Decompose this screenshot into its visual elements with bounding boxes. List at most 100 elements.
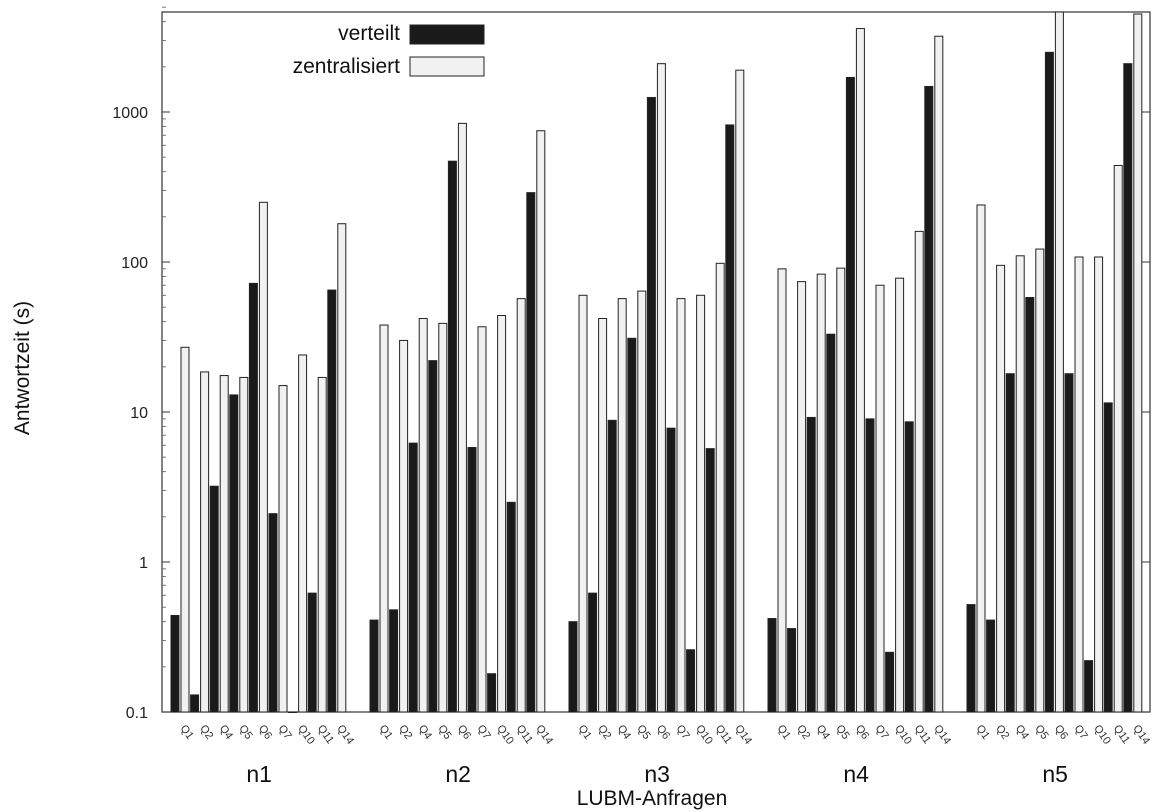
bar-n4-q10-zentralisiert <box>895 277 905 713</box>
y-tick-label: 1 <box>139 555 148 572</box>
bar-n1-q7-verteilt <box>268 513 278 713</box>
bar-n2-q4-verteilt <box>408 442 418 713</box>
bar-n1-q2-zentralisiert <box>200 371 210 713</box>
x-tick-label: Q4 <box>217 723 235 742</box>
bar-n5-q6-zentralisiert <box>1054 11 1064 713</box>
x-tick-label: Q7 <box>276 723 294 742</box>
bar-n4-q2-zentralisiert <box>797 281 807 713</box>
bar-n1-q11-verteilt <box>307 592 317 713</box>
x-tick-label: Q1 <box>775 723 793 742</box>
bar-n2-q14-verteilt <box>526 192 536 713</box>
bar-n4-q2-verteilt <box>787 628 797 713</box>
y-tick-label: 1000 <box>112 105 148 122</box>
bar-n4-q4-zentralisiert <box>816 273 826 713</box>
y-axis-title: Antwortzeit (s) <box>11 301 34 435</box>
bar-n3-q5-verteilt <box>627 337 637 713</box>
bar-n4-q14-verteilt <box>924 85 934 713</box>
bar-n4-q10-verteilt <box>885 651 895 713</box>
x-tick-label: Q2 <box>595 723 613 742</box>
x-tick-label: Q10 <box>892 723 914 747</box>
x-tick-label: Q4 <box>814 723 832 742</box>
legend-swatch-verteilt <box>409 24 485 45</box>
x-tick-label: Q2 <box>794 723 812 742</box>
x-tick-label: Q5 <box>833 723 851 742</box>
bar-n5-q2-zentralisiert <box>996 264 1006 713</box>
bar-n2-q2-verteilt <box>389 609 399 713</box>
bar-n2-q14-zentralisiert <box>536 130 546 713</box>
bar-n5-q1-zentralisiert <box>976 204 986 713</box>
bar-n1-q5-verteilt <box>229 394 239 713</box>
bars <box>170 11 1143 713</box>
x-tick-label: Q11 <box>912 723 933 746</box>
x-tick-label: Q11 <box>514 723 535 746</box>
bar-n5-q5-verteilt <box>1025 296 1035 713</box>
legend-label-verteilt: verteilt <box>338 22 400 45</box>
bar-n5-q5-zentralisiert <box>1035 248 1045 713</box>
bar-n2-q1-zentralisiert <box>379 324 389 713</box>
bar-n3-q7-zentralisiert <box>676 298 686 713</box>
bar-n1-q1-verteilt <box>170 614 180 713</box>
bar-n1-q7-zentralisiert <box>278 385 288 713</box>
bar-n3-q11-verteilt <box>705 448 715 713</box>
x-tick-label: Q11 <box>1111 723 1132 746</box>
bar-n5-q10-zentralisiert <box>1094 256 1104 713</box>
bar-n2-q4-zentralisiert <box>418 318 428 713</box>
bar-n4-q6-verteilt <box>845 76 855 713</box>
bar-n3-q1-zentralisiert <box>578 294 588 713</box>
bar-n2-q2-zentralisiert <box>399 339 409 713</box>
x-tick-label: Q14 <box>732 723 754 747</box>
bar-n5-q7-verteilt <box>1064 373 1074 713</box>
bar-n3-q6-verteilt <box>646 96 656 713</box>
x-tick-label: Q2 <box>197 723 215 742</box>
x-tick-label: Q1 <box>576 723 594 742</box>
y-tick-label: 0.1 <box>126 705 148 722</box>
bar-n3-q2-zentralisiert <box>598 318 608 713</box>
x-tick-label: Q7 <box>674 723 692 742</box>
bar-n4-q7-verteilt <box>865 418 875 713</box>
bar-n5-q11-verteilt <box>1103 402 1113 713</box>
x-tick-label: Q6 <box>654 723 672 742</box>
x-tick-label: Q10 <box>693 723 715 747</box>
bar-n1-q6-zentralisiert <box>258 201 268 713</box>
x-tick-label: Q1 <box>377 723 395 742</box>
x-tick-label: Q7 <box>873 723 891 742</box>
bar-n5-q6-verteilt <box>1044 51 1054 713</box>
bar-n1-q2-verteilt <box>190 694 200 713</box>
bar-n1-q14-zentralisiert <box>337 223 347 713</box>
bar-n3-q14-zentralisiert <box>735 69 745 713</box>
bar-n5-q7-zentralisiert <box>1074 256 1084 713</box>
x-tick-label: Q10 <box>1091 723 1113 747</box>
x-tick-label: Q6 <box>1052 723 1070 742</box>
bar-n2-q6-zentralisiert <box>457 122 467 713</box>
bar-n5-q10-verteilt <box>1084 660 1094 713</box>
x-tick-label: Q4 <box>416 723 434 742</box>
bar-n3-q1-verteilt <box>568 621 578 713</box>
x-tick-label: Q1 <box>974 723 992 742</box>
x-tick-label: Q10 <box>494 723 516 747</box>
bar-n4-q1-verteilt <box>767 618 777 713</box>
bar-n2-q6-verteilt <box>447 160 457 713</box>
bar-n1-q11-zentralisiert <box>317 376 327 713</box>
bar-n5-q4-verteilt <box>1005 373 1015 713</box>
bar-n2-q10-zentralisiert <box>497 314 507 713</box>
bar-n3-q11-zentralisiert <box>715 262 725 713</box>
bar-n5-q14-zentralisiert <box>1133 13 1143 713</box>
x-tick-label: Q6 <box>256 723 274 742</box>
bar-n5-q1-verteilt <box>966 604 976 713</box>
bar-n2-q7-zentralisiert <box>477 326 487 713</box>
bar-n1-q10-zentralisiert <box>298 354 308 713</box>
x-tick-label: Q11 <box>713 723 734 746</box>
bar-n4-q5-verteilt <box>826 333 836 713</box>
bar-n1-q4-verteilt <box>209 485 219 713</box>
bar-n2-q7-verteilt <box>467 446 477 713</box>
x-tick-label: Q5 <box>435 723 453 742</box>
x-axis-title: LUBM-Anfragen <box>577 787 728 810</box>
bar-n3-q4-zentralisiert <box>617 298 627 713</box>
bar-n1-q4-zentralisiert <box>219 375 229 713</box>
bar-n4-q5-zentralisiert <box>836 267 846 713</box>
x-tick-label: Q2 <box>396 723 414 742</box>
x-tick-label: Q6 <box>853 723 871 742</box>
x-tick-label: Q4 <box>615 723 633 742</box>
